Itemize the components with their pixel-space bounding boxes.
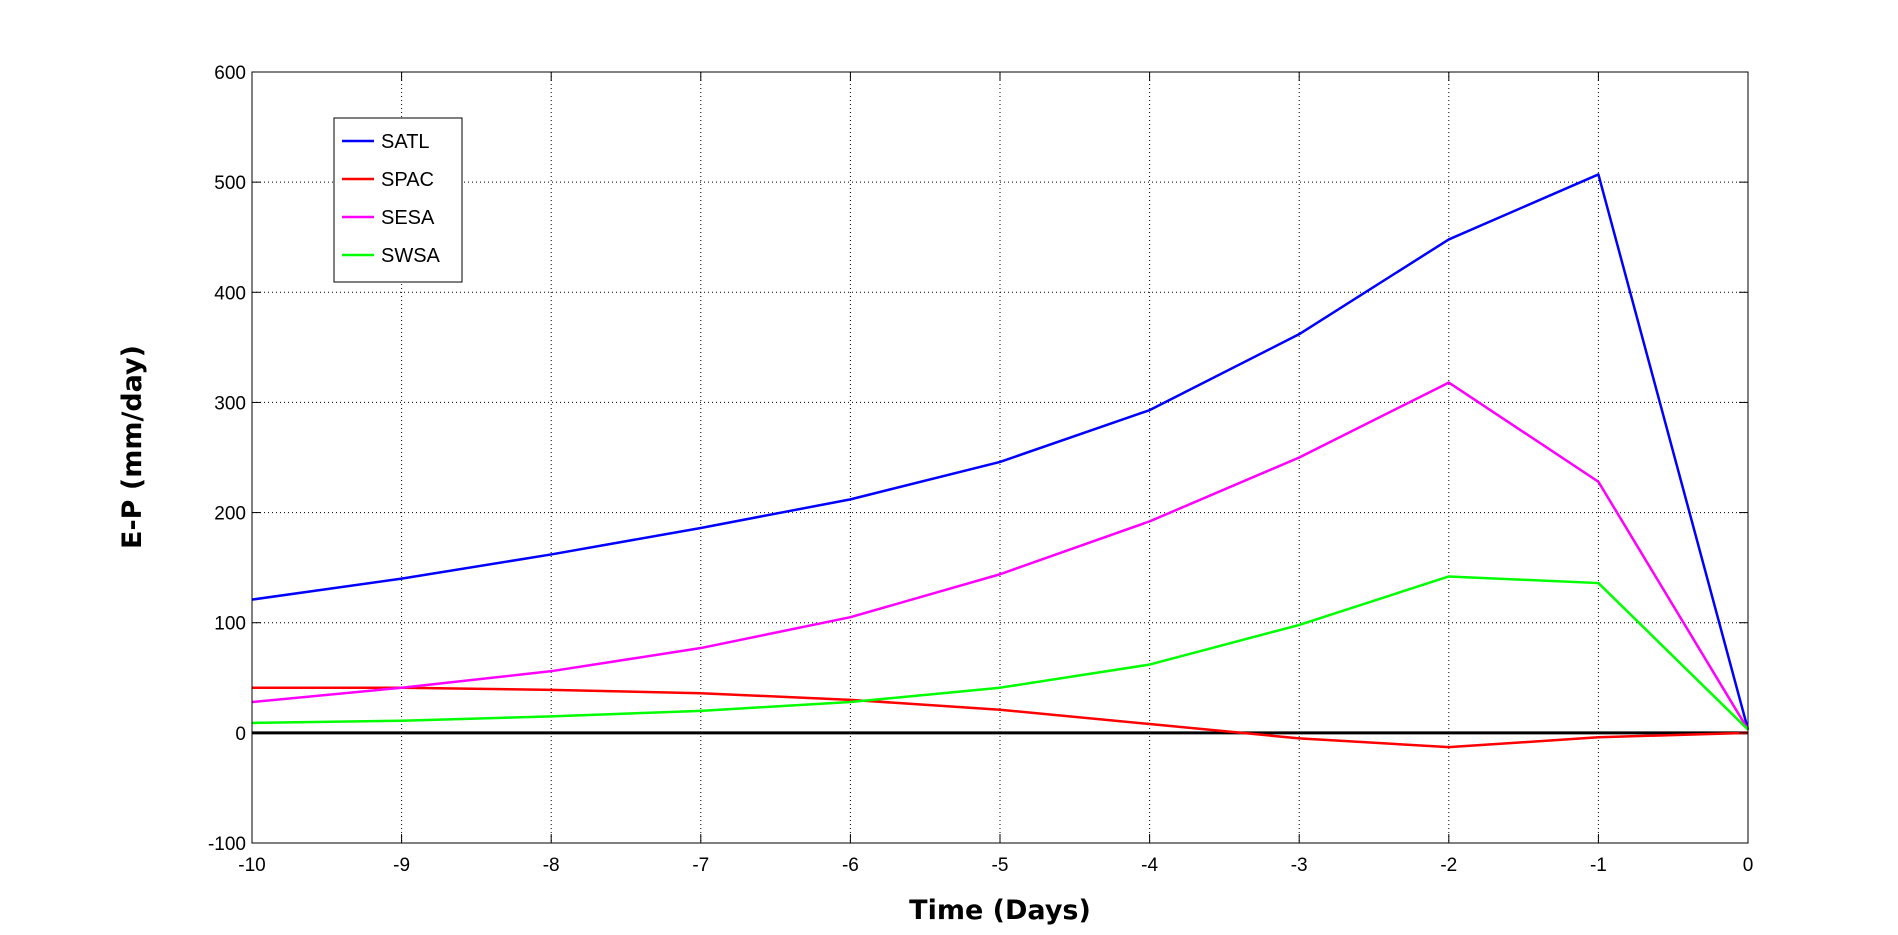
series-line-satl [251,173,1750,730]
x-axis-label: Time (Days) [909,895,1091,926]
x-tick-label: -4 [1141,855,1158,876]
x-tick-labels: -10 -9 -8 -7 -6 -5 -4 -3 -2 -1 0 [238,855,1753,876]
legend-label-spac: SPAC [381,169,434,191]
series-lines [251,173,1750,749]
x-tick-label: -6 [842,855,859,876]
legend: SATL SPAC SESA SWSA [333,117,463,283]
legend-label-sesa: SESA [381,207,435,229]
axis-ticks [251,71,1749,844]
x-tick-label: -1 [1590,855,1607,876]
series-line-sesa [251,381,1750,731]
x-tick-label: -2 [1440,855,1457,876]
x-tick-label: -3 [1291,855,1308,876]
legend-label-swsa: SWSA [381,245,441,267]
y-tick-label: 0 [235,724,246,745]
y-tick-labels: -100 0 100 200 300 400 500 600 [208,63,246,855]
y-tick-label: 500 [214,173,246,194]
x-tick-label: -7 [692,855,709,876]
x-tick-label: -8 [543,855,560,876]
legend-label-satl: SATL [381,131,430,153]
y-tick-label: 600 [214,63,246,84]
y-tick-label: 100 [214,614,246,635]
x-tick-label: -10 [238,855,265,876]
x-tick-label: -5 [992,855,1009,876]
y-tick-label: -100 [208,834,246,855]
y-axis-label: E-P (mm/day) [117,345,148,549]
series-line-spac [252,686,1749,749]
y-tick-label: 200 [214,504,246,525]
series-line-swsa [251,575,1749,731]
x-tick-label: 0 [1743,855,1754,876]
y-tick-label: 300 [214,393,246,414]
x-tick-label: -9 [393,855,410,876]
y-tick-label: 400 [214,283,246,304]
